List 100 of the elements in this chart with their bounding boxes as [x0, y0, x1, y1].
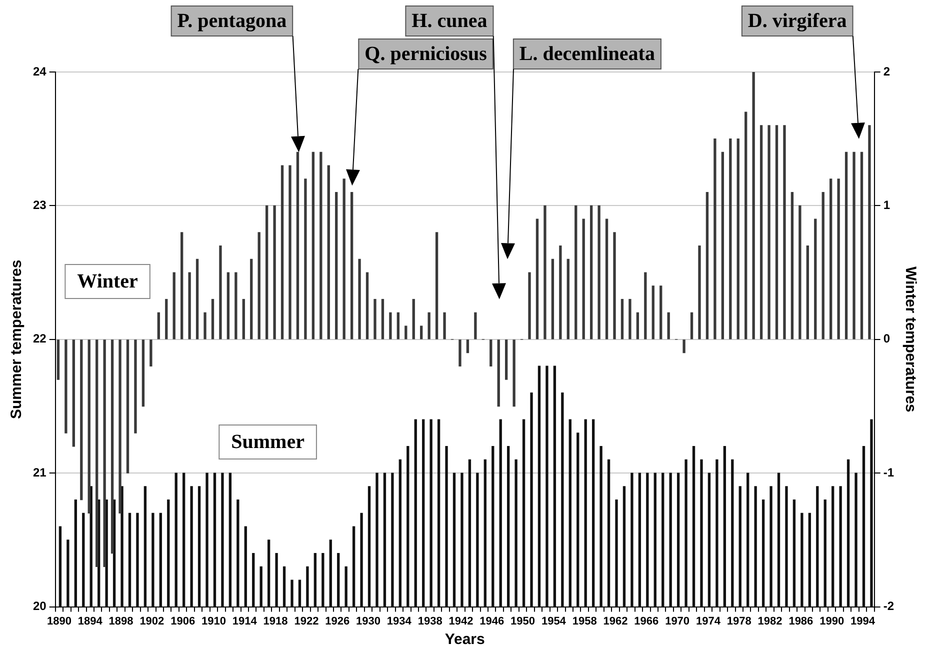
bar: [258, 232, 260, 340]
bar: [366, 272, 369, 340]
bar: [744, 112, 748, 340]
bar: [844, 152, 848, 340]
x-tick-label: 1962: [603, 615, 628, 628]
bar: [566, 258, 570, 340]
bar: [852, 152, 856, 340]
bar: [690, 312, 694, 340]
x-tick-label: 1978: [726, 615, 752, 628]
x-tick-label: 1918: [263, 615, 288, 628]
y2-tick-label: -2: [883, 599, 894, 614]
bar: [768, 125, 770, 340]
bar: [219, 245, 222, 340]
bar: [628, 298, 632, 340]
bar: [335, 192, 338, 340]
bar: [126, 340, 130, 474]
bar: [582, 218, 585, 340]
bar: [265, 205, 268, 340]
x-tick-label: 1974: [696, 615, 722, 628]
x-tick-label: 1950: [510, 615, 536, 628]
bar: [280, 165, 284, 340]
bar: [234, 272, 238, 340]
bar: [559, 245, 562, 340]
bar: [512, 340, 516, 407]
bar: [783, 125, 786, 340]
bar: [389, 312, 392, 340]
bar: [544, 205, 546, 340]
x-tick-label: 1934: [386, 615, 412, 628]
bar: [342, 178, 346, 340]
x-tick-label: 1938: [418, 615, 442, 628]
y-tick-label: 20: [32, 599, 47, 614]
y-tick-label: 21: [32, 465, 47, 480]
bar: [72, 340, 75, 447]
bar: [172, 272, 176, 340]
y2-tick-label: 0: [883, 332, 890, 346]
x-tick-label: 1926: [325, 615, 350, 628]
bar: [806, 245, 809, 340]
y-axis-title: Summer temperatures: [8, 260, 26, 420]
bar: [320, 152, 322, 340]
x-tick-label: 1966: [634, 615, 659, 628]
bar: [613, 232, 616, 340]
bar: [374, 298, 376, 340]
bar: [721, 152, 724, 340]
x-tick-label: 1914: [232, 615, 258, 628]
bar: [528, 272, 531, 340]
bar: [165, 298, 168, 340]
bar: [714, 138, 716, 340]
y2-tick-label: 2: [883, 64, 890, 78]
bar: [142, 340, 145, 407]
bar: [551, 258, 554, 340]
bar: [814, 218, 817, 340]
text: Q. perniciosus: [364, 43, 488, 66]
bar: [435, 232, 438, 340]
bar: [605, 218, 608, 340]
text: H. cunea: [412, 10, 488, 32]
bar: [56, 340, 60, 380]
x-tick-label: 1906: [170, 615, 196, 628]
bar: [752, 72, 755, 340]
text: D. virgifera: [748, 10, 847, 32]
y2-tick-label: 1: [883, 198, 890, 212]
bar: [242, 298, 245, 340]
x-tick-label: 1958: [572, 615, 597, 628]
x-tick-label: 1890: [46, 615, 72, 628]
y-tick-label: 22: [32, 332, 47, 346]
bar: [798, 205, 802, 340]
text: P. pentagona: [177, 10, 287, 32]
x-tick-label: 1946: [480, 615, 504, 628]
bar: [404, 326, 408, 340]
bar: [103, 340, 106, 568]
bar: [620, 298, 624, 340]
bar: [288, 165, 292, 340]
bar: [497, 340, 500, 407]
bar: [729, 138, 732, 340]
bar: [458, 340, 462, 366]
x-tick-label: 1894: [78, 615, 104, 628]
bar: [327, 165, 330, 340]
bar: [660, 286, 662, 340]
series-label: Summer: [231, 431, 305, 454]
x-tick-label: 1994: [850, 615, 876, 628]
bar: [505, 340, 508, 380]
bar: [196, 258, 199, 340]
bar: [157, 312, 160, 340]
bar: [706, 192, 709, 340]
bar: [466, 340, 470, 354]
bar: [698, 245, 701, 340]
bar: [180, 232, 184, 340]
x-tick-label: 1982: [758, 615, 782, 628]
x-tick-label: 1922: [294, 615, 319, 628]
x-tick-label: 1930: [356, 615, 381, 628]
bar: [312, 152, 315, 340]
bar: [226, 272, 230, 340]
y2-axis-title: Winter temperatures: [902, 266, 919, 412]
bar: [822, 192, 824, 340]
bar: [188, 272, 191, 340]
bar: [273, 205, 276, 340]
bar: [420, 326, 423, 340]
bar: [574, 205, 578, 340]
bar: [358, 258, 361, 340]
bar: [396, 312, 400, 340]
bar: [96, 340, 98, 568]
